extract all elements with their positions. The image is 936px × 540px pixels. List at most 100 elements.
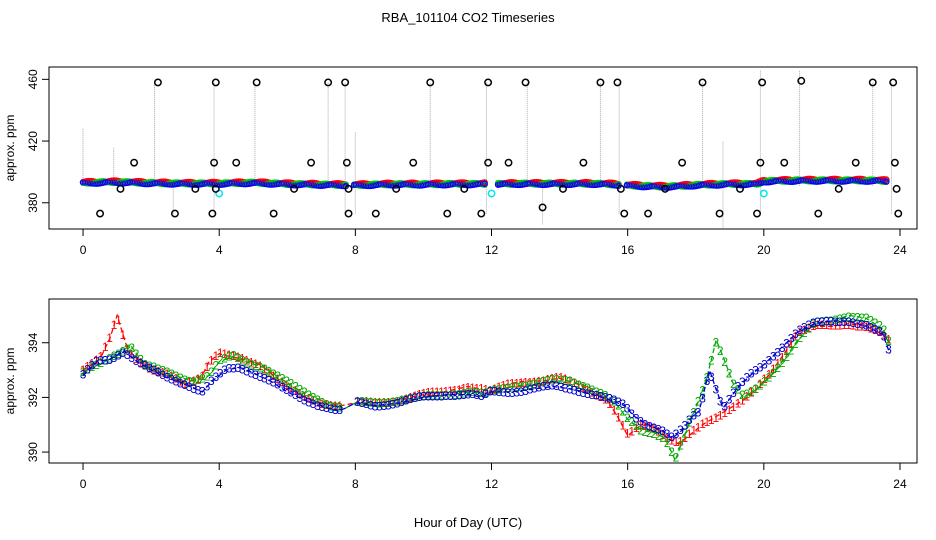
series-3-label: 3 [460, 388, 467, 402]
series-2-label: 2 [124, 342, 131, 356]
series-2-label: 2 [792, 337, 799, 351]
series-1-label: 1 [841, 318, 848, 332]
series-1-label: 1 [854, 319, 861, 333]
bottom-y-tick-label: 390 [26, 442, 40, 462]
series-1-label: 1 [358, 395, 365, 409]
series-1-label: 1 [120, 328, 127, 342]
series-3-label: 3 [513, 386, 520, 400]
series-1-label: 1 [389, 395, 396, 409]
series-2-label: 2 [774, 361, 781, 375]
series-3-label: 3 [474, 388, 481, 402]
outlier-point [780, 158, 789, 167]
series-1-label: 1 [416, 388, 423, 402]
bottom-y-tick-label: 394 [26, 332, 40, 352]
series-2-label: 2 [620, 405, 627, 419]
series-1-label: 1 [505, 377, 512, 391]
series-3-label: 3 [505, 386, 512, 400]
series-1-label: 1 [752, 382, 759, 396]
series-1-label: 1 [836, 318, 843, 332]
series-3-label: 3 [682, 418, 689, 432]
series-3-label: 3 [854, 317, 861, 331]
series-1-label: 1 [690, 424, 697, 438]
series-1-label: 1 [301, 389, 308, 403]
outlier-point [484, 78, 493, 87]
series-3-label: 3 [328, 402, 335, 416]
series-2-label: 2 [735, 383, 742, 397]
series-2-label: 2 [230, 349, 237, 363]
series-2-label: 2 [522, 379, 529, 393]
series-3-label: 3 [761, 357, 768, 371]
series-3-label: 3 [394, 396, 401, 410]
series-3-label: 3 [659, 424, 666, 438]
series-1-label: 1 [589, 385, 596, 399]
series-2-label: 2 [204, 369, 211, 383]
series-1-label: 1 [695, 420, 702, 434]
series-2-label: 2 [743, 387, 750, 401]
series-2-label: 2 [159, 363, 166, 377]
series-1-label: 1 [310, 393, 317, 407]
outlier-point [477, 209, 486, 218]
top-x-tick-label: 20 [757, 243, 771, 257]
series-2-label: 2 [133, 347, 140, 361]
series-1-label: 1 [611, 403, 618, 417]
series-2-label: 2 [336, 400, 343, 414]
series-2-label: 2 [593, 385, 600, 399]
series-2-label: 2 [243, 356, 250, 370]
series-2-label: 2 [394, 394, 401, 408]
series-3-label: 3 [558, 380, 565, 394]
series-2-label: 2 [478, 386, 485, 400]
series-1-label: 1 [111, 318, 118, 332]
series-2-label: 2 [491, 383, 498, 397]
series-2-label: 2 [730, 377, 737, 391]
series-3-label: 3 [535, 380, 542, 394]
series-1-label: 1 [757, 377, 764, 391]
series-2-label: 2 [628, 415, 635, 429]
outlier-point [409, 158, 418, 167]
outlier-point [834, 184, 843, 193]
series-1-label: 1 [155, 364, 162, 378]
series-1-label: 1 [805, 321, 812, 335]
series-3-label: 3 [885, 342, 892, 356]
series-3-label: 3 [814, 315, 821, 329]
series-2-label: 2 [239, 353, 246, 367]
series-1-label: 1 [828, 318, 835, 332]
series-3-label: 3 [487, 385, 494, 399]
series-2-label: 2 [637, 423, 644, 437]
series-1-label: 1 [465, 381, 472, 395]
series-2-label: 2 [496, 382, 503, 396]
series-1-label: 1 [540, 374, 547, 388]
series-3-label: 3 [721, 399, 728, 413]
series-3-label: 3 [186, 380, 193, 394]
series-3-label: 3 [177, 376, 184, 390]
series-3-label: 3 [239, 362, 246, 376]
series-2-label: 2 [779, 356, 786, 370]
series-1-label: 1 [708, 413, 715, 427]
outlier-point [620, 209, 629, 218]
series-1-label: 1 [208, 353, 215, 367]
series-1-label: 1 [429, 385, 436, 399]
series-1-label: 1 [531, 375, 538, 389]
series-1-label: 1 [243, 353, 250, 367]
series-1-label: 1 [677, 435, 684, 449]
outlier-point [797, 76, 806, 85]
series-3-label: 3 [252, 368, 259, 382]
outlier-point [342, 158, 351, 167]
series-1-label: 1 [761, 372, 768, 386]
series-2-label: 2 [314, 393, 321, 407]
series-2-label: 2 [80, 365, 87, 379]
series-2-label: 2 [748, 384, 755, 398]
series-3-label: 3 [128, 351, 135, 365]
series-1-label: 1 [204, 360, 211, 374]
series-2-label: 2 [487, 384, 494, 398]
series-1-label: 1 [814, 318, 821, 332]
bottom-x-tick-label: 20 [757, 477, 771, 491]
series-3-label: 3 [597, 389, 604, 403]
top-y-tick-label: 380 [26, 192, 40, 212]
series-3-label: 3 [642, 417, 649, 431]
series-2-label: 2 [611, 395, 618, 409]
series-2-label: 2 [841, 311, 848, 325]
series-2-label: 2 [257, 361, 264, 375]
series-3-label: 3 [690, 408, 697, 422]
series-3-label: 3 [336, 403, 343, 417]
outlier-point [504, 158, 513, 167]
